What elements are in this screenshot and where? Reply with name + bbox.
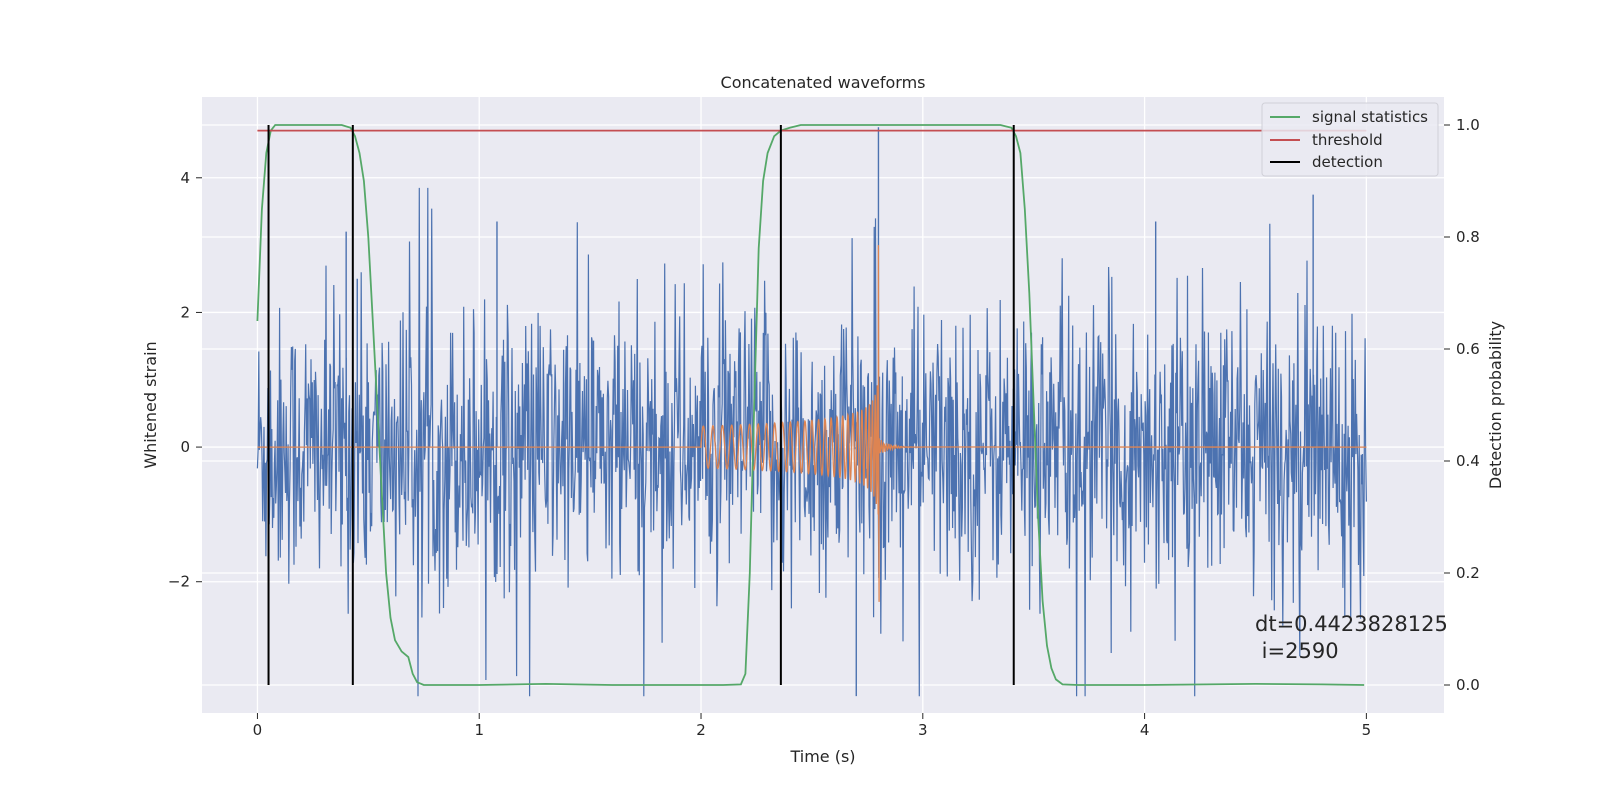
y-right-tick-label: 0.8 <box>1456 228 1480 246</box>
legend-box <box>1261 102 1439 177</box>
y-left-tick-label: 2 <box>180 303 190 321</box>
annotation-i: i=2590 <box>1255 639 1339 663</box>
y-right-tick-label: 1.0 <box>1456 116 1480 134</box>
y-left-tick-label: 0 <box>180 438 190 456</box>
x-tick-label: 2 <box>696 721 706 739</box>
y-left-tick-label: −2 <box>168 573 190 591</box>
y-axis-label-right: Detection probability <box>1486 321 1505 489</box>
legend-label-threshold: threshold <box>1312 131 1383 149</box>
legend: signal statistics threshold detection <box>1261 102 1439 177</box>
traces <box>256 124 1367 697</box>
axes: 0 1 2 3 4 5 −2 0 2 4 0.0 0.2 0.4 0.6 0.8 1.0 <box>168 116 1480 739</box>
y-right-tick-label: 0.6 <box>1456 340 1480 358</box>
y-left-tick-label: 4 <box>180 169 190 187</box>
x-axis-label: Time (s) <box>789 747 855 766</box>
noise-trace <box>256 187 1367 697</box>
y-right-tick-label: 0.2 <box>1456 564 1480 582</box>
y-right-tick-label: 0.0 <box>1456 676 1480 694</box>
y-right-tick-label: 0.4 <box>1456 452 1480 470</box>
chirp-trace <box>257 245 1367 602</box>
annotation-dt: dt=0.4423828125 <box>1255 612 1448 636</box>
chart-title: Concatenated waveforms <box>721 73 926 92</box>
x-tick-label: 4 <box>1140 721 1150 739</box>
x-tick-label: 1 <box>474 721 484 739</box>
x-tick-label: 0 <box>253 721 263 739</box>
x-tick-label: 3 <box>918 721 928 739</box>
legend-label-detection: detection <box>1312 153 1383 171</box>
legend-label-signal-statistics: signal statistics <box>1312 108 1428 126</box>
x-tick-label: 5 <box>1362 721 1372 739</box>
y-axis-label-left: Whitened strain <box>141 341 160 468</box>
